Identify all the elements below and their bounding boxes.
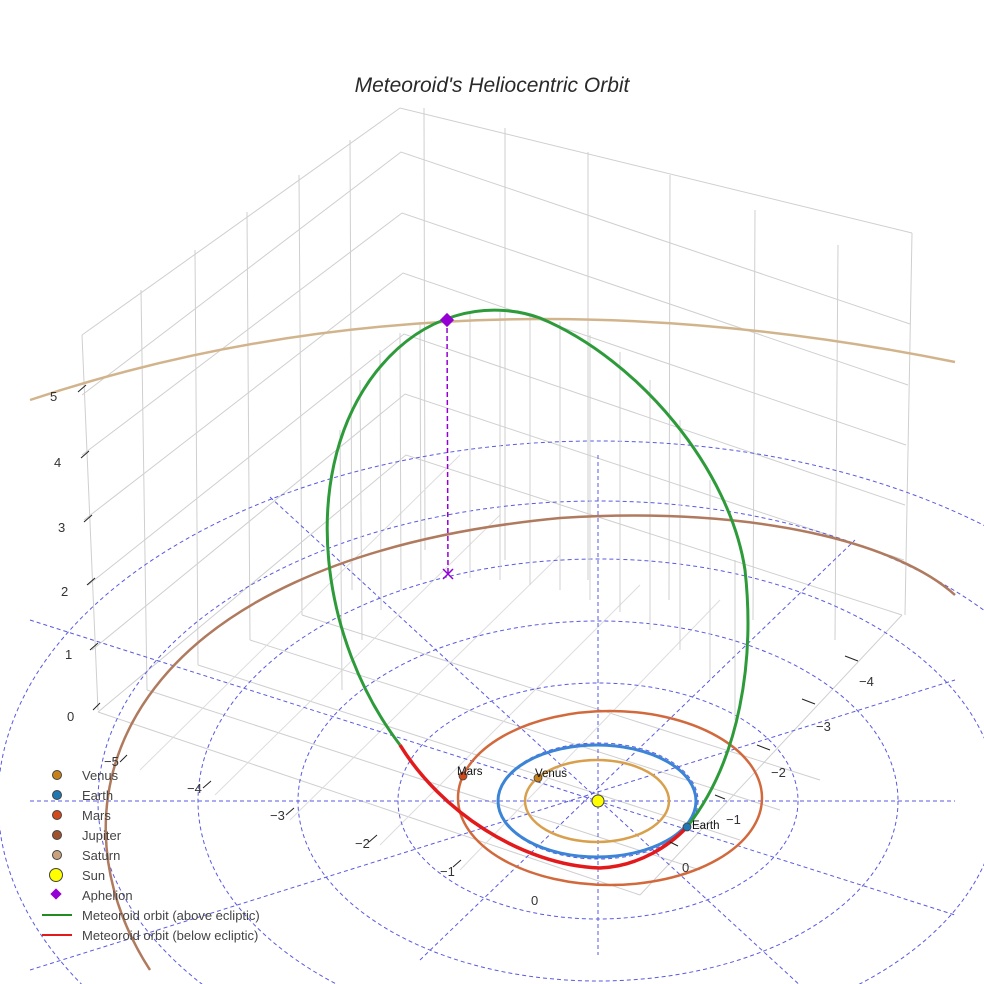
green-line-icon: [42, 914, 72, 916]
earth-dot-icon: [52, 790, 62, 800]
legend-item-venus[interactable]: Venus: [40, 765, 260, 785]
aphelion-projection-x-icon: [442, 568, 454, 580]
mars-label: Mars: [457, 766, 483, 778]
legend-item-orbit-below[interactable]: Meteoroid orbit (below ecliptic): [40, 925, 260, 945]
venus-dot-icon: [52, 770, 62, 780]
saturn-orbit: [29, 317, 956, 402]
z-tick-1: 1: [65, 647, 72, 662]
legend-item-jupiter[interactable]: Jupiter: [40, 825, 260, 845]
legend-item-mars[interactable]: Mars: [40, 805, 260, 825]
earth-marker: [682, 822, 692, 832]
z-tick-5: 5: [50, 389, 57, 404]
y-tick-neg1: −1: [726, 812, 741, 827]
saturn-dot-icon: [52, 850, 62, 860]
x-tick-neg2: −2: [355, 836, 370, 851]
venus-marker: [533, 773, 543, 783]
grid-box: [81, 107, 913, 896]
x-tick-neg5: −5: [104, 754, 119, 769]
mars-marker: [458, 771, 468, 781]
legend-item-aphelion[interactable]: Aphelion: [40, 885, 260, 905]
x-tick-neg4: −4: [187, 781, 202, 796]
z-tick-4: 4: [54, 455, 61, 470]
mars-dot-icon: [52, 810, 62, 820]
meteoroid-orbit-below: [398, 744, 689, 870]
red-line-icon: [42, 934, 72, 936]
mars-orbit: [456, 709, 764, 887]
z-tick-0: 0: [67, 709, 74, 724]
legend: Venus Earth Mars Jupiter Saturn Sun Aphe…: [40, 765, 260, 945]
jupiter-dot-icon: [52, 830, 62, 840]
venus-label: Venus: [535, 768, 567, 780]
sun-marker: [591, 794, 605, 808]
earth-orbit: [496, 743, 698, 859]
aphelion-marker: [439, 312, 455, 328]
meteoroid-orbit-above: [325, 308, 750, 828]
legend-item-sun[interactable]: Sun: [40, 865, 260, 885]
x-tick-neg3: −3: [270, 808, 285, 823]
y-tick-neg4: −4: [859, 674, 874, 689]
x-axis-ticks: [119, 754, 462, 868]
legend-item-saturn[interactable]: Saturn: [40, 845, 260, 865]
y-tick-0: 0: [682, 860, 689, 875]
z-tick-3: 3: [58, 520, 65, 535]
y-axis-ticks: [669, 655, 859, 847]
earth-label: Earth: [692, 820, 720, 832]
x-tick-0: 0: [531, 893, 538, 908]
venus-orbit: [523, 758, 671, 844]
y-tick-neg3: −3: [816, 719, 831, 734]
diamond-icon: [50, 888, 62, 900]
legend-item-orbit-above[interactable]: Meteoroid orbit (above ecliptic): [40, 905, 260, 925]
z-axis-ticks: [77, 384, 101, 711]
jupiter-orbit: [104, 514, 956, 971]
legend-item-earth[interactable]: Earth: [40, 785, 260, 805]
x-tick-neg1: −1: [440, 864, 455, 879]
sun-icon: [49, 868, 63, 882]
y-tick-neg2: −2: [771, 765, 786, 780]
drop-lines: [339, 312, 736, 720]
aphelion-dropline: [446, 319, 449, 575]
z-tick-2: 2: [61, 584, 68, 599]
chart-title: Meteoroid's Heliocentric Orbit: [354, 74, 630, 97]
